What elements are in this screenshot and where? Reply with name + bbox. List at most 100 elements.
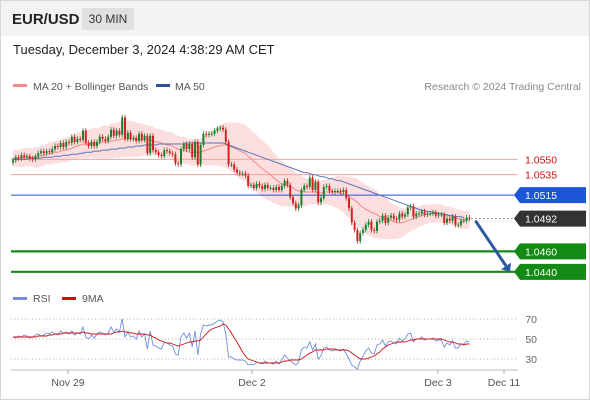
- candle-body: [275, 186, 278, 190]
- candle-body: [182, 143, 185, 150]
- candle-body: [457, 224, 460, 226]
- candle-body: [42, 151, 45, 154]
- candle-body: [429, 213, 432, 215]
- candle-body: [317, 181, 320, 203]
- candle-body: [345, 190, 348, 199]
- candle-body: [364, 224, 367, 230]
- candle-body: [115, 130, 118, 136]
- candle-body: [236, 169, 238, 173]
- candle-body: [34, 156, 37, 160]
- timestamp: Tuesday, December 3, 2024 4:38:29 AM CET: [13, 42, 275, 57]
- time-tick-label: Dec 3: [424, 377, 452, 389]
- candle-body: [286, 180, 289, 185]
- rsi-line: [12, 318, 470, 370]
- level-tag-1.0515: [514, 187, 586, 204]
- candle-body: [376, 221, 378, 231]
- rsi-tick-30: 30: [525, 354, 537, 366]
- timeframe-badge[interactable]: 30 MIN: [82, 8, 134, 30]
- candle-body: [17, 157, 20, 159]
- candle-body: [392, 215, 395, 219]
- candle-body: [238, 172, 241, 174]
- candle-body: [370, 221, 373, 230]
- candle-body: [387, 217, 390, 223]
- candle-body: [432, 212, 434, 214]
- candle-body: [146, 135, 149, 154]
- candle-body: [446, 218, 448, 223]
- ma20-legend-label: MA 20 + Bollinger Bands: [33, 81, 148, 93]
- candle-body: [468, 217, 471, 219]
- candle-body: [28, 156, 31, 159]
- candle-body: [266, 184, 269, 188]
- candle-body: [278, 186, 280, 190]
- candle-body: [208, 133, 210, 135]
- candle-body: [420, 211, 423, 214]
- candle-body: [68, 141, 70, 143]
- forecast-arrow-head: [501, 262, 512, 272]
- candle-body: [31, 158, 34, 160]
- candle-body: [362, 229, 364, 233]
- candle-body: [126, 132, 129, 139]
- rsi-ma-legend-label: 9MA: [82, 293, 104, 305]
- candle-body: [359, 232, 362, 242]
- candle-body: [98, 136, 101, 142]
- last-price-label: 1.0492: [525, 214, 557, 226]
- ma20-legend-swatch: [13, 84, 27, 87]
- candle-body: [222, 127, 224, 130]
- level-label-1.0550: 1.0550: [525, 154, 557, 166]
- candle-body: [107, 136, 110, 141]
- candle-body: [440, 214, 443, 216]
- candle-body: [154, 150, 157, 153]
- candle-body: [252, 184, 255, 188]
- candle-body: [454, 216, 457, 225]
- candle-body: [45, 151, 48, 154]
- candle-body: [437, 214, 440, 216]
- candle-body: [303, 185, 306, 190]
- candle-body: [398, 213, 401, 220]
- candle-body: [12, 160, 14, 163]
- candle-body: [280, 185, 283, 190]
- rsi-tick-70: 70: [525, 314, 537, 326]
- candle-body: [37, 153, 40, 157]
- candle-body: [54, 146, 56, 150]
- candle-body: [443, 214, 446, 223]
- ma50-legend-swatch: [156, 84, 170, 87]
- candle-body: [73, 136, 76, 142]
- candle-body: [325, 185, 328, 187]
- candle-body: [93, 141, 96, 147]
- level-label-1.0460: 1.0460: [525, 246, 557, 258]
- candle-body: [378, 220, 381, 222]
- forecast-arrow-layer: [474, 219, 512, 272]
- candle-body: [205, 133, 208, 135]
- ma50-legend-label: MA 50: [175, 81, 205, 93]
- candle-body: [199, 145, 202, 165]
- candle-body: [412, 206, 415, 217]
- candle-body: [300, 190, 303, 206]
- candle-body: [216, 128, 219, 131]
- candle-body: [250, 184, 252, 186]
- candle-body: [62, 142, 65, 148]
- candle-body: [353, 222, 356, 230]
- candle-body: [404, 214, 406, 217]
- candle-body: [460, 220, 462, 225]
- candles-layer: [12, 114, 471, 244]
- candle-body: [462, 220, 465, 222]
- candle-body: [219, 127, 222, 129]
- candle-body: [191, 143, 194, 158]
- candle-body: [101, 136, 104, 139]
- candle-body: [210, 133, 213, 135]
- candle-body: [322, 186, 325, 199]
- candle-body: [289, 184, 292, 198]
- candle-body: [415, 213, 418, 217]
- candle-body: [70, 136, 73, 143]
- candle-body: [168, 151, 171, 154]
- candle-body: [40, 151, 42, 154]
- candle-body: [152, 135, 154, 151]
- candle-body: [269, 187, 272, 189]
- bollinger-band-layer: [13, 120, 470, 240]
- candle-body: [112, 129, 115, 136]
- candle-body: [334, 191, 336, 193]
- candle-body: [224, 129, 227, 142]
- candle-body: [138, 133, 140, 141]
- candle-body: [311, 177, 314, 190]
- candle-body: [233, 164, 236, 170]
